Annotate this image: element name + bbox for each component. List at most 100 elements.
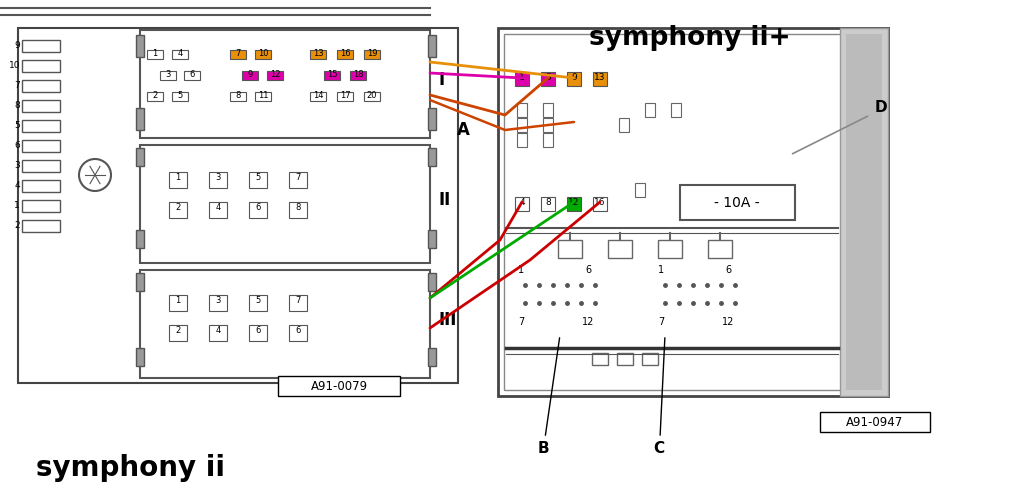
- Bar: [515, 72, 529, 86]
- Text: symphony ii: symphony ii: [36, 454, 224, 482]
- Text: 7: 7: [658, 317, 665, 327]
- Bar: [22, 60, 60, 72]
- Bar: [249, 202, 267, 218]
- Bar: [543, 103, 553, 117]
- Text: 7: 7: [14, 81, 20, 91]
- Text: 3: 3: [215, 296, 221, 305]
- Text: 3: 3: [215, 173, 221, 182]
- Text: 9: 9: [248, 70, 253, 79]
- Bar: [350, 71, 366, 80]
- Text: 7: 7: [295, 296, 301, 305]
- Bar: [635, 183, 645, 197]
- Bar: [136, 273, 144, 291]
- Bar: [278, 376, 400, 396]
- Text: 6: 6: [295, 326, 301, 335]
- Bar: [428, 35, 436, 57]
- Bar: [498, 28, 888, 396]
- Text: - 10A -: - 10A -: [714, 196, 760, 210]
- Text: 12: 12: [582, 317, 594, 327]
- Bar: [140, 270, 430, 378]
- Bar: [567, 197, 581, 211]
- Text: 4: 4: [177, 49, 182, 58]
- Bar: [324, 71, 340, 80]
- Text: 15: 15: [327, 70, 337, 79]
- Text: 2: 2: [175, 203, 180, 212]
- Bar: [242, 71, 258, 80]
- Text: 1: 1: [175, 173, 180, 182]
- Text: 8: 8: [295, 203, 301, 212]
- Text: 19: 19: [367, 49, 377, 58]
- Bar: [428, 273, 436, 291]
- Bar: [22, 40, 60, 52]
- Text: 7: 7: [518, 317, 524, 327]
- Bar: [289, 172, 307, 188]
- Text: 8: 8: [14, 101, 20, 111]
- Bar: [22, 140, 60, 152]
- Bar: [541, 72, 555, 86]
- Bar: [517, 133, 527, 147]
- Bar: [169, 202, 187, 218]
- Bar: [517, 118, 527, 132]
- Bar: [209, 202, 227, 218]
- Text: 13: 13: [312, 49, 324, 58]
- Bar: [209, 172, 227, 188]
- Bar: [428, 108, 436, 130]
- Bar: [136, 348, 144, 366]
- Bar: [642, 353, 658, 365]
- Text: 1: 1: [153, 49, 158, 58]
- Text: 18: 18: [352, 70, 364, 79]
- Bar: [230, 50, 246, 59]
- Text: 10: 10: [258, 49, 268, 58]
- Text: 3: 3: [165, 70, 171, 79]
- Text: 5: 5: [545, 73, 551, 82]
- Bar: [169, 172, 187, 188]
- Bar: [517, 103, 527, 117]
- Text: 4: 4: [215, 326, 220, 335]
- Bar: [543, 133, 553, 147]
- Text: 5: 5: [14, 122, 20, 130]
- Bar: [504, 34, 882, 390]
- Bar: [428, 148, 436, 166]
- Text: A91-0079: A91-0079: [310, 379, 368, 392]
- Text: 2: 2: [175, 326, 180, 335]
- Bar: [136, 148, 144, 166]
- Bar: [541, 197, 555, 211]
- Text: 6: 6: [189, 70, 195, 79]
- Bar: [169, 325, 187, 341]
- Text: 7: 7: [295, 173, 301, 182]
- Text: 6: 6: [725, 265, 731, 275]
- Text: 11: 11: [258, 91, 268, 100]
- Text: 10: 10: [8, 62, 20, 71]
- Bar: [22, 180, 60, 192]
- Bar: [249, 295, 267, 311]
- Bar: [22, 80, 60, 92]
- Bar: [172, 50, 188, 59]
- Bar: [428, 230, 436, 248]
- Bar: [289, 325, 307, 341]
- Bar: [147, 50, 163, 59]
- Bar: [617, 353, 633, 365]
- Bar: [209, 325, 227, 341]
- Text: 1: 1: [519, 73, 525, 82]
- Bar: [140, 30, 430, 138]
- Bar: [267, 71, 283, 80]
- Text: 3: 3: [14, 162, 20, 171]
- Bar: [846, 34, 882, 390]
- Bar: [147, 92, 163, 101]
- Bar: [592, 353, 608, 365]
- Bar: [18, 28, 458, 383]
- Text: 13: 13: [594, 73, 606, 82]
- Bar: [136, 35, 144, 57]
- Bar: [680, 185, 795, 220]
- Bar: [184, 71, 200, 80]
- Text: 9: 9: [14, 42, 20, 50]
- Text: 2: 2: [14, 221, 20, 230]
- Bar: [172, 92, 188, 101]
- Bar: [22, 120, 60, 132]
- Text: 16: 16: [340, 49, 350, 58]
- Text: 16: 16: [594, 198, 606, 207]
- Text: 9: 9: [571, 73, 577, 82]
- Bar: [136, 230, 144, 248]
- Text: 4: 4: [215, 203, 220, 212]
- Bar: [645, 103, 655, 117]
